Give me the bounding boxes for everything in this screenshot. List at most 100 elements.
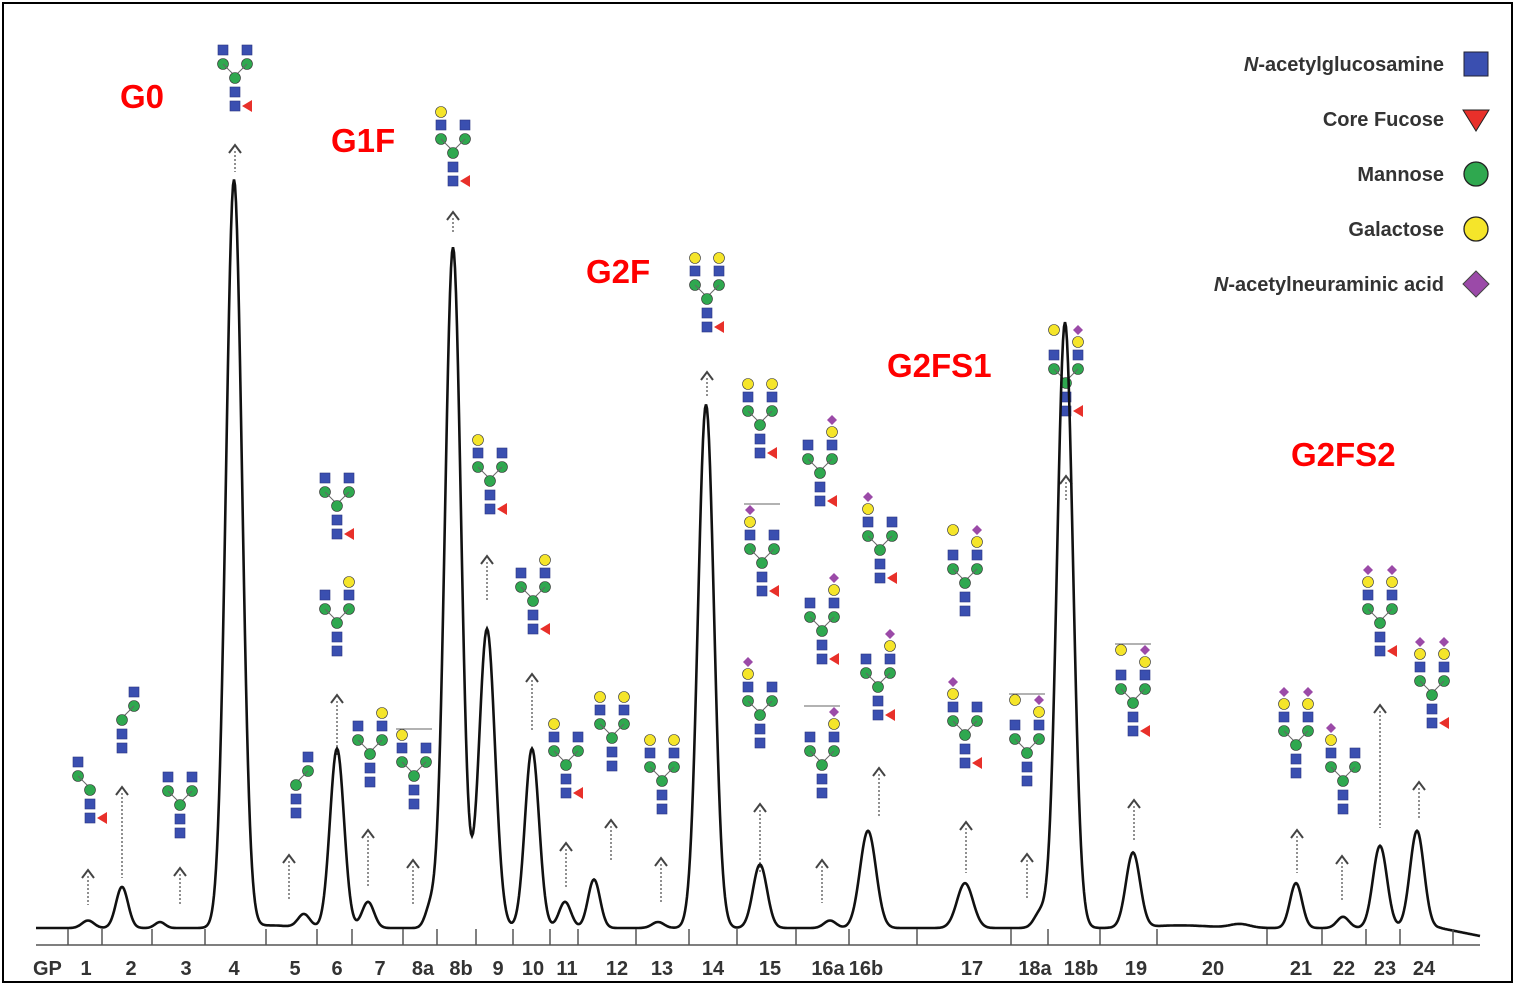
glycan-glyph (319, 576, 355, 657)
mannose-circle (1127, 697, 1139, 709)
glcnac-square (689, 265, 701, 277)
glcnac-square (515, 567, 527, 579)
glcnac-square (802, 439, 814, 451)
glcnac-square (331, 528, 343, 540)
galactose-circle (947, 688, 959, 700)
legend-symbol-circle (1463, 216, 1489, 242)
glycan-glyph (860, 629, 896, 721)
mannose-circle (874, 544, 886, 556)
peak-arrow (1127, 798, 1141, 840)
glycan-glyph (162, 771, 198, 839)
glcnac-square (331, 631, 343, 643)
legend-symbol-square (1463, 51, 1489, 77)
x-tick-label: 8b (449, 958, 472, 980)
galactose-circle (1325, 734, 1337, 746)
x-tick-label: 14 (702, 958, 725, 980)
galactose-circle (1414, 648, 1426, 660)
peak-arrow (228, 143, 242, 172)
peak-arrow (753, 802, 767, 873)
sialic-diamond (1073, 325, 1083, 335)
peak-arrow (1373, 703, 1387, 828)
peak-arrow (406, 858, 420, 905)
mannose-circle (1374, 617, 1386, 629)
x-tick-label: 6 (331, 958, 342, 980)
glcnac-square (396, 742, 408, 754)
glcnac-square (331, 514, 343, 526)
glcnac-square (804, 597, 816, 609)
glcnac-square (874, 572, 886, 584)
fucose-triangle (887, 572, 897, 584)
glcnac-square (548, 731, 560, 743)
glcnac-square (872, 709, 884, 721)
galactose-circle (376, 707, 388, 719)
x-tick-label: 5 (289, 958, 300, 980)
glcnac-square (1337, 803, 1349, 815)
glcnac-square (1325, 747, 1337, 759)
glcnac-square (435, 119, 447, 131)
sialic-diamond (1279, 687, 1289, 697)
sialic-diamond (1387, 565, 1397, 575)
glcnac-square (959, 743, 971, 755)
x-tick-label: 23 (1374, 958, 1396, 980)
sialic-diamond (829, 707, 839, 717)
sialic-diamond (863, 492, 873, 502)
x-tick-label: 13 (651, 958, 673, 980)
mannose-circle (116, 714, 128, 726)
galactose-circle (548, 718, 560, 730)
fucose-triangle (972, 757, 982, 769)
galactose-circle (689, 252, 701, 264)
galactose-circle (1278, 698, 1290, 710)
galactose-circle (644, 734, 656, 746)
glcnac-square (814, 495, 826, 507)
glcnac-square (766, 391, 778, 403)
galactose-circle (742, 378, 754, 390)
glcnac-square (484, 503, 496, 515)
glcnac-square (174, 813, 186, 825)
glcnac-square (804, 731, 816, 743)
glycan-glyph (515, 554, 551, 635)
glcnac-square (128, 686, 140, 698)
glcnac-square (319, 589, 331, 601)
glycan-glyph (1048, 324, 1084, 417)
fucose-triangle (540, 623, 550, 635)
mannose-circle (290, 779, 302, 791)
galactose-circle (343, 576, 355, 588)
glcnac-square (496, 447, 508, 459)
galactose-circle (744, 516, 756, 528)
glcnac-square (229, 86, 241, 98)
glcnac-square (343, 472, 355, 484)
sialic-diamond (1326, 723, 1336, 733)
fucose-triangle (497, 503, 507, 515)
fucose-triangle (573, 787, 583, 799)
glcnac-square (816, 653, 828, 665)
glcnac-square (376, 720, 388, 732)
glcnac-square (644, 747, 656, 759)
x-tick-label: 7 (374, 958, 385, 980)
glcnac-square (1048, 349, 1060, 361)
sialic-diamond (1439, 637, 1449, 647)
galactose-circle (1386, 576, 1398, 588)
glcnac-square (1374, 645, 1386, 657)
legend-label: N-acetylglucosamine (1244, 54, 1444, 76)
galactose-circle (742, 668, 754, 680)
glcnac-square (959, 757, 971, 769)
glcnac-square (1374, 631, 1386, 643)
fucose-triangle (1140, 725, 1150, 737)
glcnac-square (594, 704, 606, 716)
sialic-diamond (1034, 695, 1044, 705)
glycan-glyph (742, 378, 778, 459)
glcnac-square (1033, 719, 1045, 731)
mannose-circle (701, 293, 713, 305)
mannose-circle (484, 475, 496, 487)
mannose-circle (606, 732, 618, 744)
glycan-glyph (947, 677, 983, 769)
glcnac-square (668, 747, 680, 759)
sialic-diamond (1303, 687, 1313, 697)
glcnac-square (828, 731, 840, 743)
glcnac-square (1115, 669, 1127, 681)
legend-symbol-circle (1463, 161, 1489, 187)
glcnac-square (1021, 761, 1033, 773)
glycan-glyph (290, 751, 314, 819)
galactose-circle (618, 691, 630, 703)
